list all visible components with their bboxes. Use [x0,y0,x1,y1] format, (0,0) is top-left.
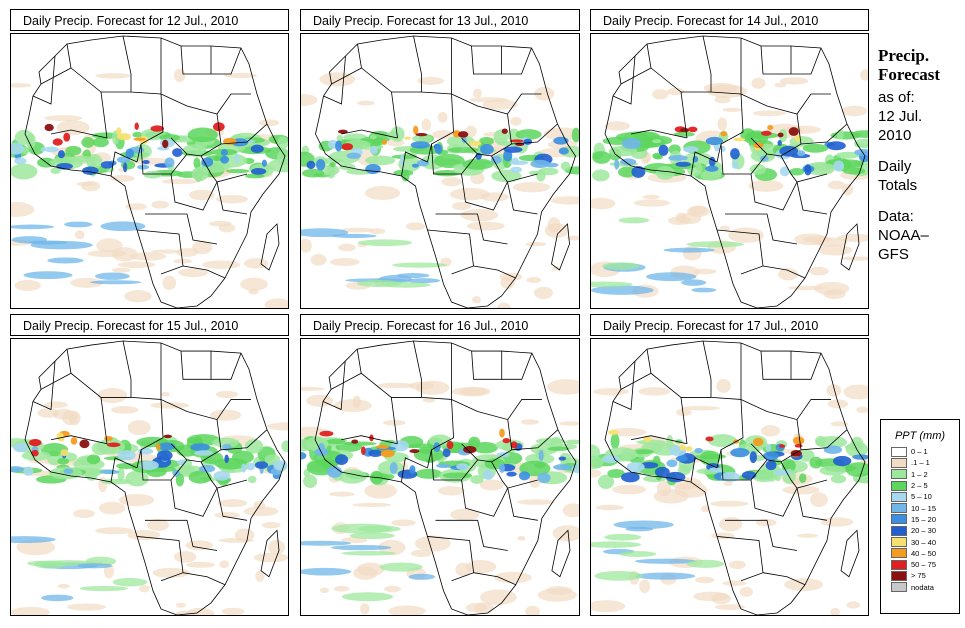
precip-field [591,379,868,615]
map-svg [11,340,288,615]
legend-item: 15 – 20 [891,514,959,525]
legend-swatch [891,491,907,502]
forecast-panel-12-jul: Daily Precip. Forecast for 12 Jul., 2010 [10,9,289,309]
legend-label: 0 – 1 [911,447,928,457]
legend-item: 0 – 1 [891,446,959,457]
panel-title: Daily Precip. Forecast for 13 Jul., 2010 [300,9,580,31]
africa-precip-map [300,33,580,309]
country-borders [604,35,866,308]
country-borders [24,35,286,308]
map-svg [591,35,868,308]
madagascar-outline [840,223,860,271]
asof-date-line2: 2010 [878,127,912,144]
africa-precip-map [590,338,869,616]
forecast-info: Precip. Forecast as of: 12 Jul. 2010 Dai… [878,46,963,264]
legend-item: 30 – 40 [891,536,959,548]
legend-label: 15 – 20 [911,514,937,524]
africa-precip-map [10,33,289,309]
forecast-panel-15-jul: Daily Precip. Forecast for 15 Jul., 2010 [10,314,289,616]
map-svg [301,35,579,308]
legend-swatch [891,525,907,536]
panel-title: Daily Precip. Forecast for 15 Jul., 2010 [10,314,289,336]
legend-label: .1 – 1 [911,458,930,468]
madagascar-outline [260,529,280,578]
map-svg [591,340,868,615]
madagascar-outline [551,223,570,271]
forecast-panel-17-jul: Daily Precip. Forecast for 17 Jul., 2010 [590,314,869,616]
asof-label: as of: [878,89,915,106]
forecast-panel-13-jul: Daily Precip. Forecast for 13 Jul., 2010 [300,9,580,309]
africa-coastline [604,340,866,615]
legend-label: 30 – 40 [911,537,937,547]
forecast-panel-16-jul: Daily Precip. Forecast for 16 Jul., 2010 [300,314,580,616]
legend-label: 5 – 10 [911,492,932,502]
panel-title: Daily Precip. Forecast for 16 Jul., 2010 [300,314,580,336]
legend-swatch [891,548,907,559]
heading-line1: Precip. [878,46,930,65]
africa-coastline [314,340,577,615]
legend-swatch [891,469,907,480]
map-svg [301,340,579,615]
precip-field [11,387,288,615]
asof-date-line1: 12 Jul. [878,108,923,125]
legend-item: 1 – 2 [891,469,959,480]
legend-label: 40 – 50 [911,548,937,558]
legend-swatch [891,446,907,457]
legend-swatch [891,457,907,468]
precip-field [591,69,868,300]
legend-label: nodata [911,582,934,592]
madagascar-outline [840,529,860,578]
map-svg [11,35,288,308]
legend-item: .1 – 1 [891,457,959,468]
legend-label: 50 – 75 [911,560,937,570]
country-borders [314,340,577,615]
totals-line1: Daily [878,158,912,175]
data-source-line2: NOAA– [878,227,929,244]
data-source-line3: GFS [878,246,909,263]
legend-item: > 75 [891,570,959,581]
heading-line2: Forecast [878,65,940,84]
legend-swatch [891,570,907,581]
legend-swatch [891,514,907,525]
africa-coastline [24,35,286,308]
legend-item: 50 – 75 [891,559,959,570]
legend-item: 20 – 30 [891,525,959,536]
madagascar-outline [260,223,280,271]
legend-label: 2 – 5 [911,481,928,491]
data-source-line1: Data: [878,208,914,225]
legend-label: > 75 [911,571,926,581]
forecast-panel-14-jul: Daily Precip. Forecast for 14 Jul., 2010 [590,9,869,309]
africa-precip-map [300,338,580,616]
legend-swatch [891,503,907,514]
africa-coastline [24,340,286,615]
legend-label: 20 – 30 [911,526,937,536]
legend-item: 2 – 5 [891,480,959,491]
legend-label: 10 – 15 [911,503,937,513]
country-borders [604,340,866,615]
country-borders [315,35,576,308]
madagascar-outline [551,529,571,578]
panel-title: Daily Precip. Forecast for 17 Jul., 2010 [590,314,869,336]
legend-swatch [891,582,907,593]
africa-coastline [315,35,576,308]
precip-field [301,72,579,308]
legend-item: 10 – 15 [891,502,959,514]
legend-swatch [891,559,907,570]
legend-label: 1 – 2 [911,469,928,479]
totals-line2: Totals [878,177,918,194]
panel-title: Daily Precip. Forecast for 12 Jul., 2010 [10,9,289,31]
legend-item: 5 – 10 [891,491,959,502]
africa-precip-map [10,338,289,616]
legend-swatch [891,537,907,548]
country-borders [24,340,286,615]
legend-item: nodata [891,582,959,593]
legend-swatch [891,480,907,491]
precip-field [301,379,579,615]
panel-title: Daily Precip. Forecast for 14 Jul., 2010 [590,9,869,31]
legend-item: 40 – 50 [891,548,959,559]
legend-title: PPT (mm) [894,430,946,442]
africa-precip-map [590,33,869,309]
africa-coastline [604,35,866,308]
